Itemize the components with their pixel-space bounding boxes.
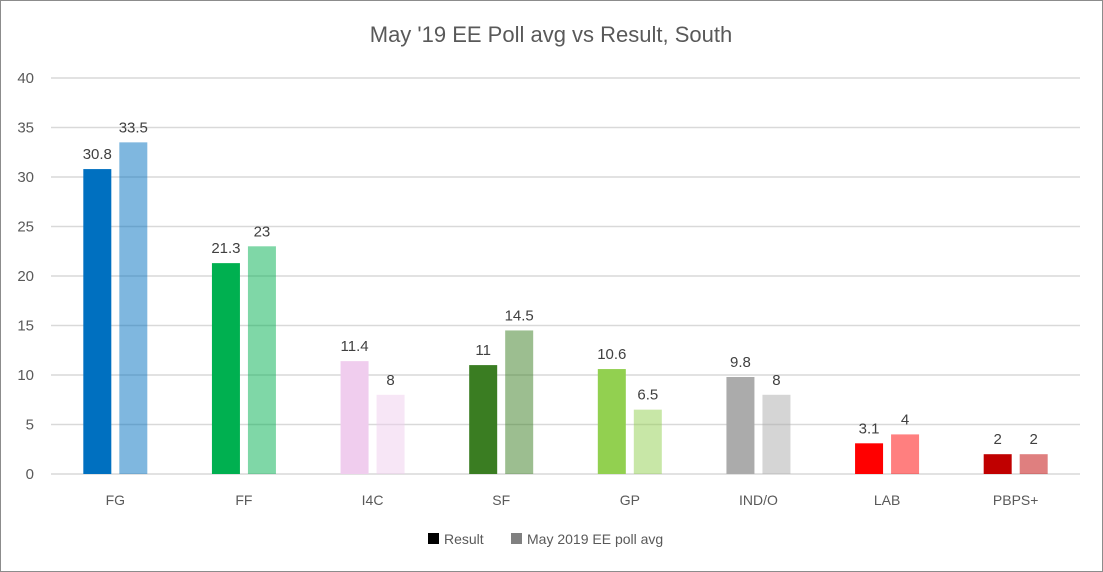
bar-poll-avg (119, 142, 148, 474)
bar-result (983, 454, 1012, 474)
bar-result (211, 263, 240, 474)
x-category-label: LAB (874, 492, 900, 508)
data-label: 8 (386, 372, 394, 389)
legend-label: Result (444, 531, 484, 547)
bar-result (83, 169, 112, 474)
data-label: 6.5 (637, 387, 658, 404)
bar-result (469, 365, 498, 474)
data-label: 2 (994, 431, 1002, 448)
bar-poll-avg (762, 394, 791, 474)
bar-poll-avg (505, 330, 534, 474)
bar-poll-avg (247, 246, 276, 474)
y-tick-label: 0 (26, 466, 34, 483)
data-label: 4 (901, 411, 909, 428)
legend-swatch (511, 533, 522, 544)
data-label: 10.6 (597, 346, 626, 363)
data-label: 8 (772, 372, 780, 389)
data-label: 11.4 (341, 338, 369, 355)
bar-poll-avg (376, 394, 405, 474)
bar-result (597, 369, 626, 474)
legend-swatch (428, 533, 439, 544)
y-tick-label: 20 (17, 268, 34, 285)
bar-poll-avg (633, 409, 662, 474)
legend: Result May 2019 EE poll avg (428, 531, 663, 547)
x-category-label: IND/O (739, 492, 778, 508)
y-tick-label: 35 (17, 120, 34, 137)
data-label: 3.1 (859, 420, 880, 437)
x-category-label: FF (235, 492, 252, 508)
y-tick-label: 40 (17, 70, 34, 87)
y-tick-label: 30 (17, 169, 34, 186)
y-tick-label: 5 (26, 417, 34, 434)
chart-title: May '19 EE Poll avg vs Result, South (370, 22, 732, 47)
x-category-label: PBPS+ (993, 492, 1039, 508)
data-label: 21.3 (211, 240, 240, 257)
data-label: 9.8 (730, 354, 751, 371)
x-category-label: FG (106, 492, 125, 508)
bar-poll-avg (891, 434, 920, 474)
data-label: 23 (254, 223, 271, 240)
data-label: 30.8 (83, 146, 112, 163)
x-category-label: GP (620, 492, 640, 508)
y-tick-label: 25 (17, 219, 34, 236)
bar-result (340, 361, 369, 474)
bar-result (855, 443, 884, 474)
y-tick-label: 10 (17, 367, 34, 384)
legend-label: May 2019 EE poll avg (527, 531, 663, 547)
bar-poll-avg (1019, 454, 1048, 474)
y-tick-label: 15 (17, 318, 34, 335)
x-category-label: SF (492, 492, 510, 508)
x-category-label: I4C (362, 492, 384, 508)
data-label: 11 (475, 342, 491, 359)
data-label: 33.5 (119, 119, 148, 136)
bar-result (726, 376, 755, 474)
data-label: 14.5 (505, 307, 534, 324)
data-label: 2 (1030, 431, 1038, 448)
